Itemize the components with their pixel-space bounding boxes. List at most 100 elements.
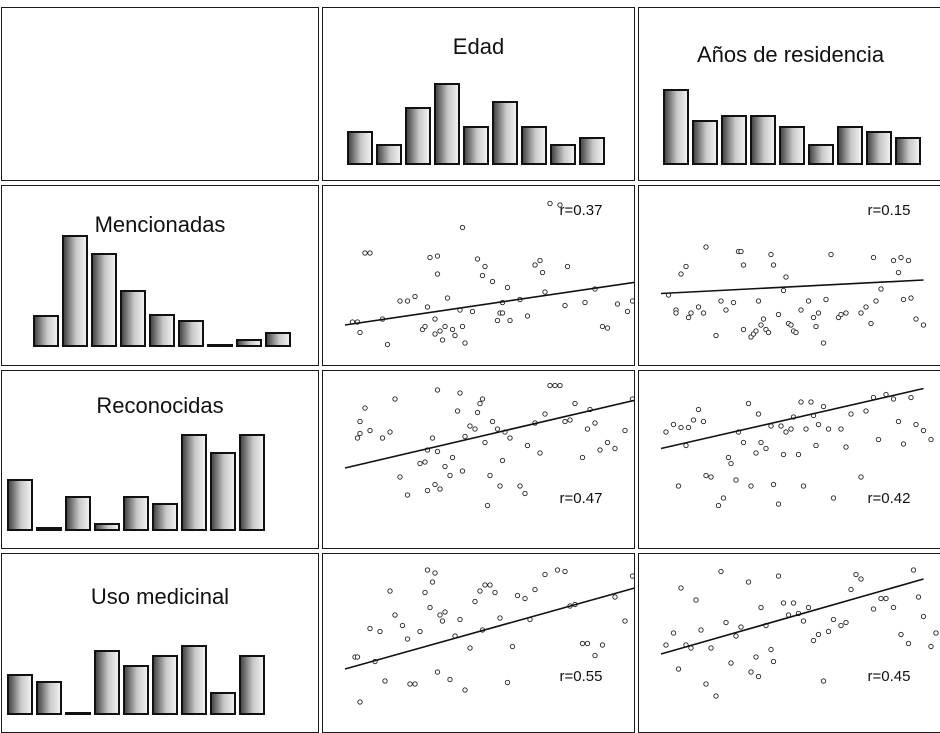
scatter-point-edad-reconocidas-3 bbox=[357, 418, 363, 425]
scatter-point-anos-de-residencia-uso-medicinal-31 bbox=[805, 604, 812, 611]
scatter-point-edad-reconocidas-5 bbox=[367, 427, 373, 434]
scatter-point-edad-uso-medicinal-16 bbox=[424, 567, 431, 573]
scatter-point-edad-mencionadas-17 bbox=[434, 271, 441, 277]
scatter-point-edad-reconocidas-57 bbox=[597, 447, 603, 453]
scatter-cell-anos-uso-medicinal: r=0.45 bbox=[638, 553, 940, 733]
scatter-point-edad-uso-medicinal-51 bbox=[612, 594, 618, 600]
hist-cell-reconocidas: Reconocidas bbox=[1, 370, 319, 549]
scatter-point-anos-de-residencia-uso-medicinal-17 bbox=[745, 579, 752, 585]
scatter-point-edad-uso-medicinal-41 bbox=[532, 586, 538, 593]
scatter-point-anos-de-residencia-uso-medicinal-32 bbox=[810, 637, 817, 644]
scatter-point-anos-de-residencia-reconocidas-7 bbox=[690, 417, 697, 423]
scatter-point-anos-de-residencia-mencionadas-24 bbox=[760, 316, 767, 322]
scatter-point-anos-de-residencia-uso-medicinal-30 bbox=[800, 618, 807, 624]
scatter-point-anos-de-residencia-uso-medicinal-46 bbox=[898, 631, 904, 638]
scatter-point-edad-reconocidas-46 bbox=[542, 411, 548, 417]
hist-bar-uso-medicinal-1 bbox=[7, 674, 33, 715]
scatter-point-edad-reconocidas-8 bbox=[392, 396, 398, 402]
correlation-label-anos-de-residencia-reconocidas: r=0.42 bbox=[868, 490, 911, 507]
scatter-point-edad-uso-medicinal-42 bbox=[542, 571, 548, 578]
scatter-point-edad-reconocidas-2 bbox=[357, 430, 363, 437]
hist-bar-uso-medicinal-9 bbox=[239, 655, 265, 715]
scatter-point-anos-de-residencia-uso-medicinal-28 bbox=[790, 600, 797, 606]
scatter-point-edad-reconocidas-60 bbox=[622, 427, 628, 434]
scatter-point-edad-mencionadas-34 bbox=[494, 317, 501, 324]
scatter-point-anos-de-residencia-reconocidas-22 bbox=[755, 411, 762, 417]
scatter-point-anos-de-residencia-reconocidas-50 bbox=[875, 436, 882, 443]
hist-bar-edad-8 bbox=[550, 144, 576, 165]
scatter-point-edad-reconocidas-28 bbox=[472, 426, 478, 432]
scatter-point-edad-reconocidas-52 bbox=[572, 400, 578, 407]
scatter-point-edad-uso-medicinal-39 bbox=[522, 595, 528, 602]
hist-reconocidas bbox=[7, 434, 265, 531]
scatter-point-edad-reconocidas-21 bbox=[447, 472, 453, 479]
scatter-point-edad-mencionadas-20 bbox=[439, 337, 446, 343]
hist-edad bbox=[347, 83, 605, 165]
scatter-point-anos-de-residencia-mencionadas-5 bbox=[683, 263, 689, 270]
hist-bar-uso-medicinal-4 bbox=[94, 650, 120, 715]
scatter-point-edad-reconocidas-23 bbox=[454, 408, 461, 414]
scatter-point-edad-uso-medicinal-9 bbox=[392, 612, 398, 618]
scatter-point-edad-reconocidas-7 bbox=[387, 429, 393, 435]
scatter-point-edad-uso-medicinal-52 bbox=[622, 618, 628, 624]
scatter-point-anos-de-residencia-reconocidas-54 bbox=[900, 441, 907, 447]
scatter-point-anos-de-residencia-uso-medicinal-36 bbox=[830, 616, 837, 623]
scatter-point-edad-reconocidas-1 bbox=[354, 435, 361, 441]
scatter-point-anos-de-residencia-uso-medicinal-20 bbox=[755, 673, 762, 680]
scatter-point-edad-mencionadas-31 bbox=[479, 272, 486, 279]
scatter-point-anos-de-residencia-reconocidas-36 bbox=[803, 426, 809, 432]
scatter-point-anos-de-residencia-uso-medicinal-24 bbox=[770, 658, 777, 665]
hist-title-anos-residencia: Años de residencia bbox=[696, 42, 885, 67]
scatter-point-anos-de-residencia-uso-medicinal-4 bbox=[678, 585, 684, 591]
scatter-point-anos-de-residencia-reconocidas-11 bbox=[708, 474, 714, 480]
scatter-point-edad-reconocidas-12 bbox=[422, 459, 428, 465]
hist-bar-edad-9 bbox=[579, 137, 605, 165]
scatter-point-edad-uso-medicinal-11 bbox=[404, 636, 411, 642]
scatter-point-anos-de-residencia-reconocidas-58 bbox=[928, 436, 934, 443]
scatter-point-anos-de-residencia-reconocidas-26 bbox=[770, 481, 777, 488]
scatter-point-anos-de-residencia-reconocidas-19 bbox=[745, 400, 752, 407]
hist-bar-anos-de-residencia-8 bbox=[866, 131, 892, 165]
scatter-point-edad-mencionadas-39 bbox=[507, 317, 513, 324]
scatter-point-anos-de-residencia-mencionadas-46 bbox=[843, 310, 849, 316]
scatter-point-anos-de-residencia-mencionadas-54 bbox=[895, 269, 902, 276]
scatter-point-edad-reconocidas-30 bbox=[477, 400, 483, 407]
scatter-point-anos-de-residencia-uso-medicinal-15 bbox=[733, 633, 739, 639]
scatter-point-edad-uso-medicinal-30 bbox=[477, 588, 483, 594]
hist-bar-edad-6 bbox=[492, 101, 518, 165]
scatter-point-anos-de-residencia-reconocidas-52 bbox=[890, 396, 897, 402]
scatter-point-anos-de-residencia-mencionadas-31 bbox=[783, 274, 789, 280]
scatter-point-edad-reconocidas-31 bbox=[479, 396, 486, 402]
scatter-point-anos-de-residencia-uso-medicinal-48 bbox=[910, 567, 917, 573]
scatter-point-anos-de-residencia-mencionadas-26 bbox=[765, 329, 772, 336]
hist-title-mencionadas: Mencionadas bbox=[94, 212, 226, 237]
scatter-point-edad-uso-medicinal-44 bbox=[562, 568, 568, 575]
scatter-point-anos-de-residencia-mencionadas-6 bbox=[685, 314, 692, 321]
hist-bar-reconocidas-7 bbox=[181, 434, 207, 531]
scatter-point-anos-de-residencia-uso-medicinal-19 bbox=[753, 654, 759, 660]
regression-line-anos-de-residencia-reconocidas bbox=[660, 387, 924, 450]
scatter-point-edad-reconocidas-45 bbox=[537, 450, 543, 456]
scatter-point-anos-de-residencia-mencionadas-28 bbox=[770, 262, 777, 268]
scatter-point-anos-de-residencia-uso-medicinal-8 bbox=[698, 627, 704, 633]
correlation-label-edad-uso-medicinal: r=0.55 bbox=[560, 668, 603, 685]
scatter-point-edad-reconocidas-24 bbox=[457, 390, 463, 396]
scatter-point-anos-de-residencia-mencionadas-52 bbox=[878, 286, 884, 292]
hist-bar-reconocidas-2 bbox=[36, 527, 62, 531]
scatter-point-anos-de-residencia-uso-medicinal-14 bbox=[728, 660, 734, 666]
correlation-label-anos-de-residencia-mencionadas: r=0.15 bbox=[868, 202, 911, 219]
hist-bar-mencionadas-6 bbox=[178, 320, 204, 347]
scatter-point-edad-reconocidas-43 bbox=[524, 442, 531, 449]
hist-title-reconocidas: Reconocidas bbox=[96, 393, 224, 418]
scatter-point-edad-uso-medicinal-14 bbox=[417, 628, 423, 635]
hist-bar-anos-de-residencia-2 bbox=[692, 120, 718, 165]
scatter-point-edad-reconocidas-11 bbox=[417, 460, 423, 467]
hist-bar-anos-de-residencia-9 bbox=[895, 137, 921, 165]
hist-bar-mencionadas-2 bbox=[62, 235, 88, 347]
scatter-point-edad-mencionadas-19 bbox=[437, 328, 443, 334]
hist-bar-edad-4 bbox=[434, 83, 460, 165]
hist-bar-edad-1 bbox=[347, 131, 373, 165]
scatter-point-anos-de-residencia-mencionadas-30 bbox=[780, 287, 787, 294]
scatter-point-anos-de-residencia-mencionadas-42 bbox=[823, 296, 829, 303]
scatter-point-edad-uso-medicinal-2 bbox=[354, 654, 361, 660]
